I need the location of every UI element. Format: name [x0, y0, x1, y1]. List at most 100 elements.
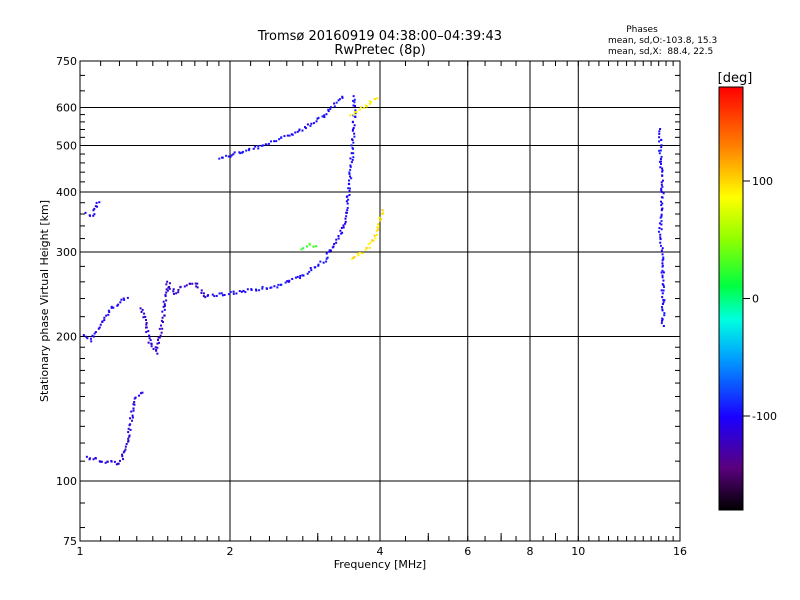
data-point [661, 208, 664, 211]
data-point [378, 216, 381, 219]
data-point [372, 239, 375, 242]
data-point [366, 105, 369, 108]
data-point [342, 226, 345, 229]
data-point [348, 187, 351, 190]
data-point [358, 108, 361, 111]
data-point [291, 277, 294, 280]
data-point [166, 280, 169, 283]
data-point [145, 323, 148, 326]
data-point [229, 155, 232, 158]
data-point [337, 237, 340, 240]
data-point [350, 161, 353, 164]
data-point [296, 275, 299, 278]
data-point [354, 105, 357, 108]
data-point [260, 144, 263, 147]
data-point [202, 292, 205, 295]
data-point [100, 460, 103, 463]
data-point [127, 431, 130, 434]
data-point [662, 325, 665, 328]
data-point [221, 156, 224, 159]
data-point [349, 114, 352, 117]
data-point [113, 460, 116, 463]
data-point [218, 292, 221, 295]
data-point [223, 293, 226, 296]
data-point [661, 247, 664, 250]
colorbar [718, 86, 744, 511]
data-point [165, 291, 168, 294]
data-point [157, 336, 160, 339]
data-point [242, 289, 245, 292]
data-point [86, 337, 89, 340]
data-point [85, 455, 88, 458]
data-point [381, 213, 384, 216]
data-point [139, 392, 142, 395]
data-point [661, 296, 664, 299]
data-point [286, 280, 289, 283]
data-point [165, 288, 168, 291]
data-point [172, 290, 175, 293]
x-tick-label: 2 [227, 545, 234, 558]
data-point [124, 445, 127, 448]
data-point [266, 287, 269, 290]
data-point [270, 140, 273, 143]
data-point [288, 279, 291, 282]
data-point [94, 331, 97, 334]
data-point [352, 156, 355, 159]
x-tick-labels: 1 2 4 6 8 10 16 [77, 545, 688, 558]
data-point [369, 241, 372, 244]
data-point [663, 314, 666, 317]
data-point [348, 193, 351, 196]
data-point [165, 283, 168, 286]
data-point [258, 289, 261, 292]
data-point [661, 306, 664, 309]
data-point [254, 145, 257, 148]
data-point [90, 340, 93, 343]
data-point [120, 298, 123, 301]
data-point [358, 252, 361, 255]
data-point [371, 239, 374, 242]
data-point [660, 271, 663, 274]
data-point [168, 287, 171, 290]
data-point [261, 287, 264, 290]
data-point [350, 144, 353, 147]
data-point [163, 304, 166, 307]
data-point [286, 134, 289, 137]
data-point [308, 270, 311, 273]
data-point [308, 242, 311, 245]
data-point [659, 241, 662, 244]
data-point [377, 225, 380, 228]
data-point [148, 337, 151, 340]
trace-o-F2-upper [218, 95, 344, 160]
data-point [129, 423, 132, 426]
y-tick-label: 300 [56, 246, 77, 259]
data-point [312, 122, 315, 125]
data-point [662, 284, 665, 287]
colorbar-label: [deg] [718, 71, 753, 86]
data-point [349, 168, 352, 171]
data-point [140, 310, 143, 313]
data-point [288, 134, 291, 137]
stats-line-x: mean, sd,X: 88.4, 22.5 [608, 47, 713, 57]
data-point [332, 245, 335, 248]
data-point [662, 256, 665, 259]
data-point [316, 117, 319, 120]
data-point [354, 115, 357, 118]
data-point [306, 123, 309, 126]
data-point [338, 98, 341, 101]
data-point [662, 192, 665, 195]
data-point [658, 227, 661, 230]
data-point [101, 320, 104, 323]
data-point [132, 407, 135, 410]
data-point [145, 321, 148, 324]
data-point [149, 339, 152, 342]
data-point [183, 285, 186, 288]
data-point [353, 101, 356, 104]
data-point [273, 285, 276, 288]
data-point [129, 417, 132, 420]
data-point [164, 295, 167, 298]
data-point [348, 179, 351, 182]
data-point [351, 138, 354, 141]
data-point [661, 202, 664, 205]
chart-subtitle: RwPretec (8p) [334, 43, 425, 58]
data-point [354, 109, 357, 112]
